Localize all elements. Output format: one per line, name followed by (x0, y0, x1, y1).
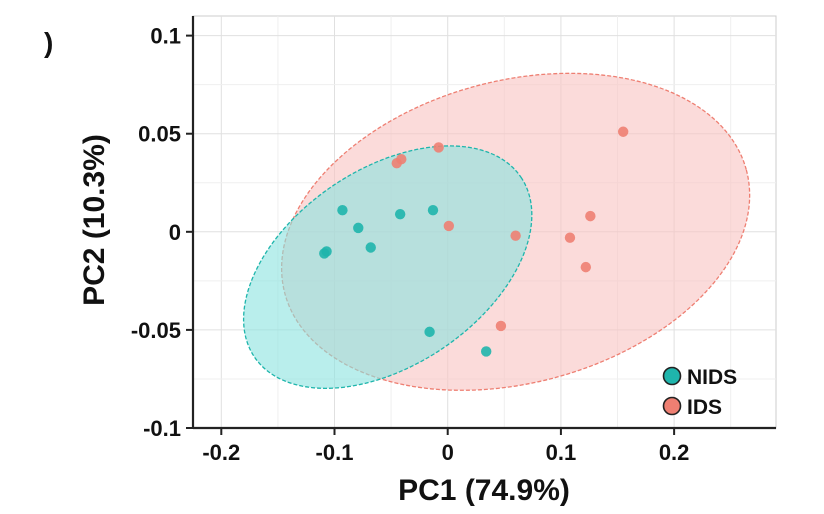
axes (186, 16, 776, 435)
y-tick-label: 0.1 (150, 24, 181, 49)
x-tick-label: -0.1 (316, 440, 354, 465)
x-axis-title: PC1 (74.9%) (398, 474, 570, 507)
data-point-nids (353, 222, 364, 234)
y-tick-label: -0.1 (143, 416, 181, 441)
x-tick-label: 0.2 (659, 440, 690, 465)
data-point-nids (427, 205, 439, 216)
y-tick-label: 0.05 (138, 122, 181, 147)
data-point-nids (424, 326, 435, 338)
legend-label-nids: NIDS (687, 366, 737, 389)
legend-label-ids: IDS (687, 396, 722, 419)
data-point-ids (564, 232, 576, 243)
data-point-ids (617, 126, 629, 137)
legend-swatch-nids (662, 366, 682, 386)
y-tick-label: -0.05 (131, 318, 181, 343)
data-point-ids (443, 220, 455, 232)
x-tick-label: -0.2 (202, 440, 240, 465)
data-point-nids (480, 346, 492, 357)
data-point-ids (495, 320, 507, 332)
confidence-ellipse-nids (242, 145, 533, 389)
x-tick-labels: -0.2 -0.1 0 0.1 0.2 (202, 440, 689, 465)
legend-swatch-ids (662, 396, 682, 416)
data-point-ids (396, 154, 407, 165)
legend: NIDS IDS (662, 366, 737, 419)
points (319, 126, 629, 357)
data-point-ids (510, 230, 521, 241)
data-point-ids (433, 142, 444, 153)
x-tick-label: 0.1 (546, 440, 577, 465)
y-axis-title: PC2 (10.3%) (78, 134, 111, 306)
panel-label-mark: ) (44, 27, 53, 58)
x-tick-label: 0 (442, 440, 454, 465)
data-point-ids (580, 261, 592, 273)
data-point-nids (337, 205, 348, 216)
data-point-nids (319, 248, 330, 259)
y-tick-label: 0 (169, 220, 181, 245)
data-point-nids (394, 208, 406, 220)
data-point-nids (365, 242, 376, 253)
data-point-ids (585, 210, 596, 222)
y-tick-labels: -0.1 -0.05 0 0.05 0.1 (131, 24, 181, 441)
